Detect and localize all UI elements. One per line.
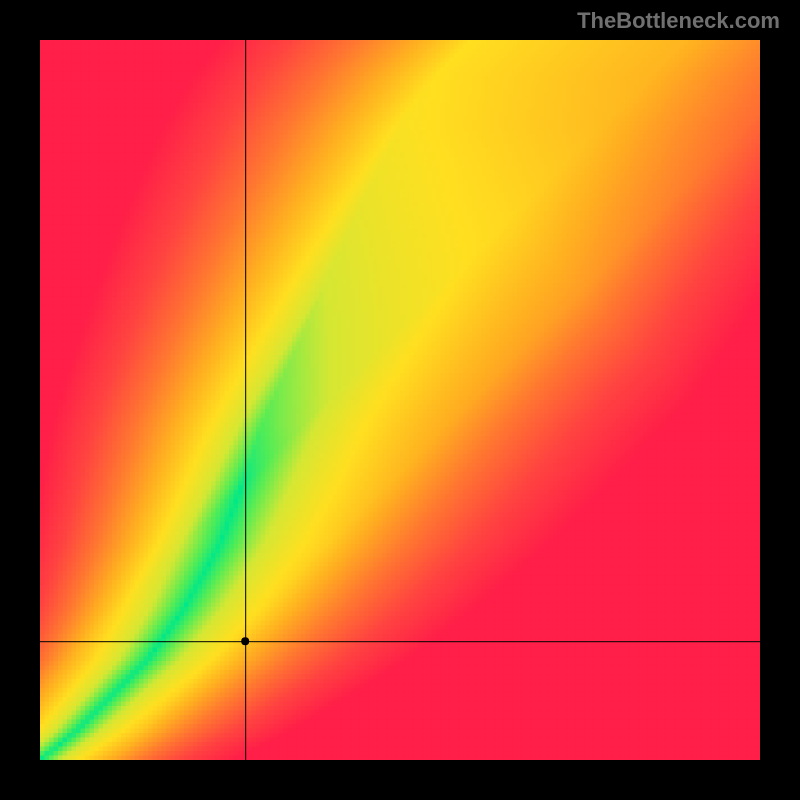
heatmap-plot — [40, 40, 760, 760]
heatmap-canvas — [40, 40, 760, 760]
watermark-text: TheBottleneck.com — [577, 8, 780, 34]
